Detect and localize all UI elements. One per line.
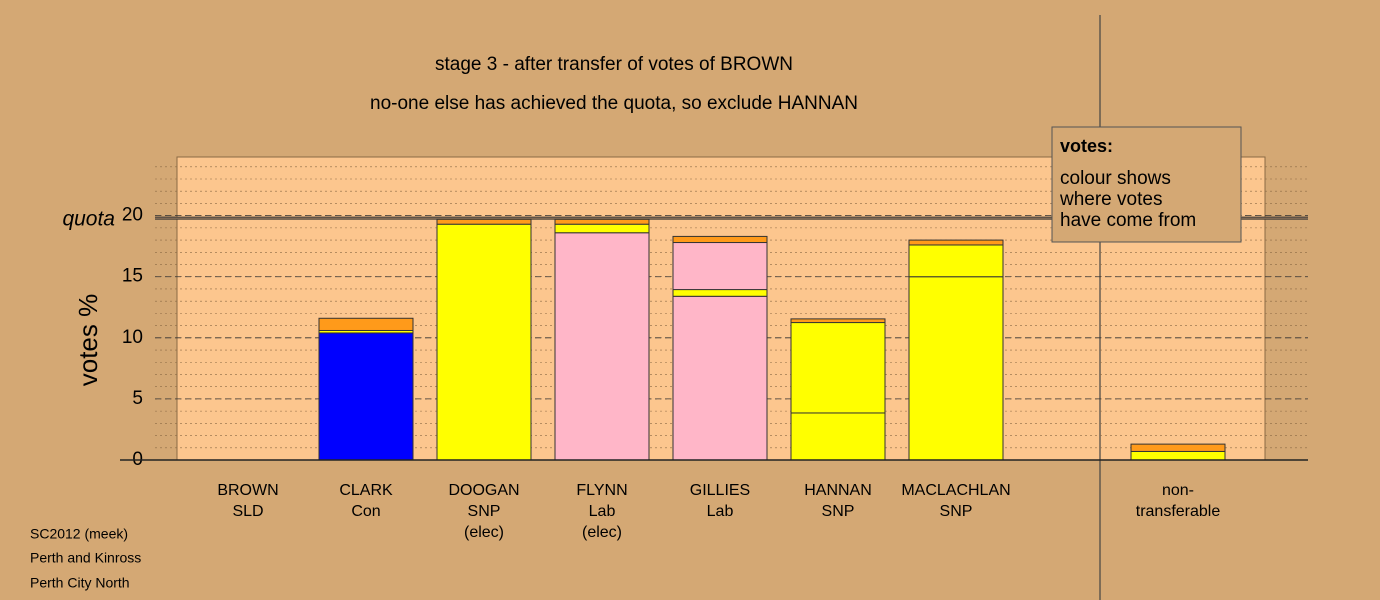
bar-segment xyxy=(790,412,886,461)
legend-text: where votes xyxy=(1059,189,1162,210)
x-tick-label: non- xyxy=(1162,482,1194,499)
x-tick-label: SNP xyxy=(940,503,973,520)
bar-segment xyxy=(436,218,532,225)
legend-box xyxy=(1051,126,1242,243)
x-tick-label: (elec) xyxy=(582,524,622,541)
x-tick-label: Con xyxy=(351,503,380,520)
bar-segment xyxy=(554,223,650,234)
y-axis-label: votes % xyxy=(73,294,103,387)
x-tick-label: DOOGAN xyxy=(448,482,519,499)
bar-segment xyxy=(1130,450,1226,461)
x-tick-label: Lab xyxy=(707,503,734,520)
bar-segment xyxy=(1130,443,1226,452)
bar-segment xyxy=(318,317,414,331)
bar-segment xyxy=(672,235,768,244)
legend-text: colour shows xyxy=(1060,168,1171,189)
footer-text: Perth City North xyxy=(30,575,130,591)
x-tick-label: (elec) xyxy=(464,524,504,541)
footer-text: SC2012 (meek) xyxy=(30,526,128,542)
bar-segment xyxy=(554,232,650,461)
bar-segment xyxy=(318,332,414,461)
bar-segment xyxy=(908,244,1004,278)
bar-segment xyxy=(908,239,1004,246)
bars: BROWN SLD CLARK Con DOOGAN SNP (elec) FLYNN Lab (… xyxy=(120,218,1308,541)
x-tick-label: HANNAN xyxy=(804,482,872,499)
y-tick-label: 20 xyxy=(122,205,143,226)
x-tick-label: MACLACHLAN xyxy=(901,482,1010,499)
x-tick-label: CLARK xyxy=(339,482,393,499)
x-tick-label: SNP xyxy=(822,503,855,520)
quota-label: quota xyxy=(62,208,115,231)
x-tick-label: SLD xyxy=(232,503,263,520)
x-tick-label: SNP xyxy=(468,503,501,520)
x-tick-label: FLYNN xyxy=(576,482,627,499)
bar-segment xyxy=(790,322,886,414)
bar-segment xyxy=(672,295,768,461)
y-tick-label: 10 xyxy=(122,327,143,348)
x-tick-label: BROWN xyxy=(217,482,278,499)
bar-segment xyxy=(672,242,768,291)
bar-segment xyxy=(436,223,532,461)
bar-segment xyxy=(554,218,650,225)
bar-segment xyxy=(908,276,1004,461)
footer-text: Perth and Kinross xyxy=(30,550,141,566)
chart-subtitle: no-one else has achieved the quota, so e… xyxy=(370,93,858,114)
y-tick-label: 5 xyxy=(132,388,143,409)
legend-text: have come from xyxy=(1060,210,1196,231)
y-tick-label: 15 xyxy=(122,266,143,287)
chart-title: stage 3 - after transfer of votes of BRO… xyxy=(435,54,793,75)
x-tick-label: Lab xyxy=(589,503,616,520)
x-tick-label: GILLIES xyxy=(690,482,750,499)
x-tick-label: transferable xyxy=(1136,503,1221,520)
bar-segment xyxy=(672,289,768,297)
legend: votes: colour shows where votes have com… xyxy=(1051,126,1242,243)
legend-title: votes: xyxy=(1060,136,1113,156)
bar-segment xyxy=(790,318,886,324)
